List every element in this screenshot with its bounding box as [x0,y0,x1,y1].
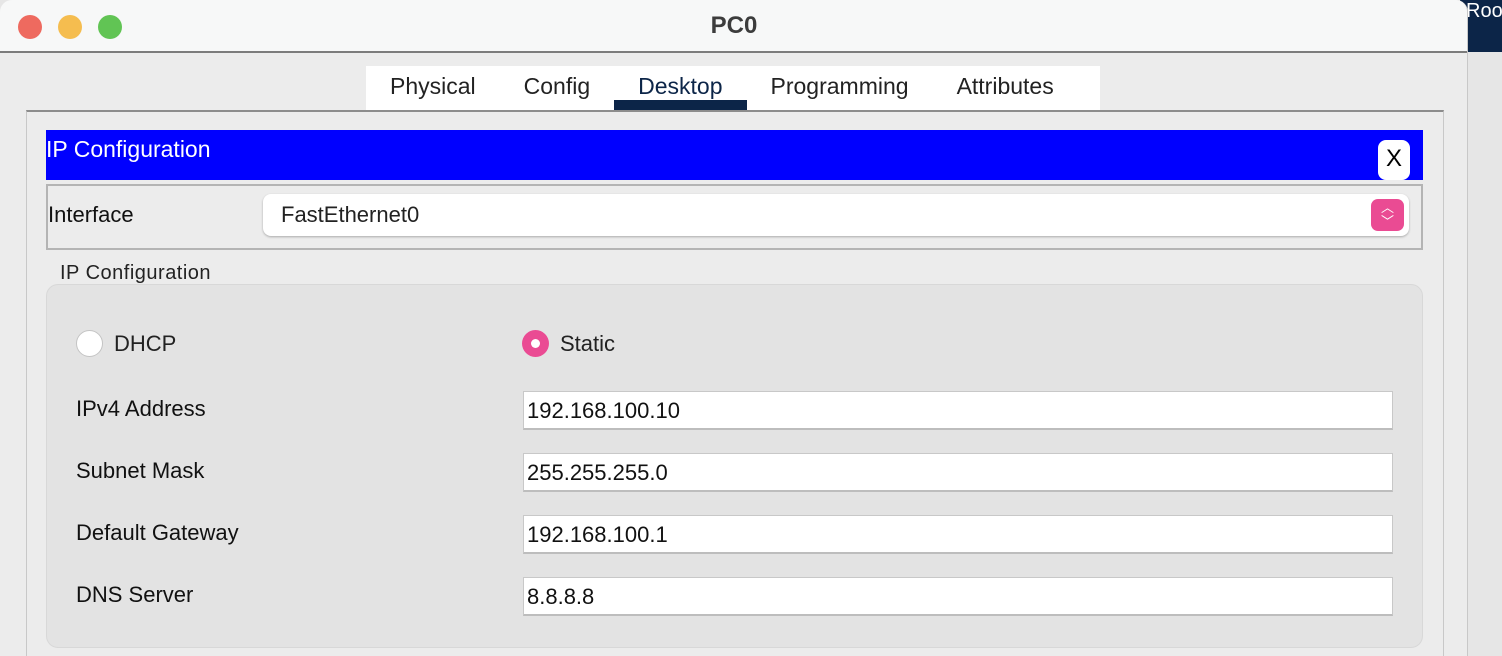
interface-label: Interface [48,202,134,227]
subnet-input[interactable]: 255.255.255.0 [523,453,1393,492]
subnet-label: Subnet Mask [76,458,205,483]
static-label: Static [560,331,616,356]
pc0-window: PC0 Physical Config Desktop Programming … [0,0,1468,656]
close-ip-config-button[interactable]: X [1378,140,1410,180]
tab-attributes[interactable]: Attributes [956,73,1054,99]
tab-physical[interactable]: Physical [390,73,476,99]
static-radio[interactable] [522,330,549,357]
title-bar: PC0 [0,0,1467,53]
gateway-label: Default Gateway [76,520,239,545]
chevron-up-down-icon[interactable]: ︿ ﹀ [1371,199,1404,231]
desktop-panel [26,110,1444,656]
interface-value: FastEthernet0 [281,202,420,227]
zoom-window-button[interactable] [98,15,122,39]
ipv4-label: IPv4 Address [76,396,206,421]
minimize-window-button[interactable] [58,15,82,39]
ipv4-input[interactable]: 192.168.100.10 [523,391,1393,430]
group-label: IP Configuration [60,262,212,284]
gateway-input[interactable]: 192.168.100.1 [523,515,1393,554]
ip-config-header: IP Configuration [46,130,1423,180]
tab-desktop[interactable]: Desktop [614,66,747,110]
interface-select[interactable]: FastEthernet0 [263,194,1409,236]
window-title: PC0 [710,12,758,39]
dhcp-label: DHCP [114,331,177,356]
tab-bar: Physical Config Desktop Programming Attr… [366,66,1100,110]
dns-label: DNS Server [76,582,194,607]
close-window-button[interactable] [18,15,42,39]
dhcp-radio[interactable] [76,330,103,357]
tab-config[interactable]: Config [523,73,591,99]
tab-programming[interactable]: Programming [770,73,909,99]
dns-input[interactable]: 8.8.8.8 [523,577,1393,616]
